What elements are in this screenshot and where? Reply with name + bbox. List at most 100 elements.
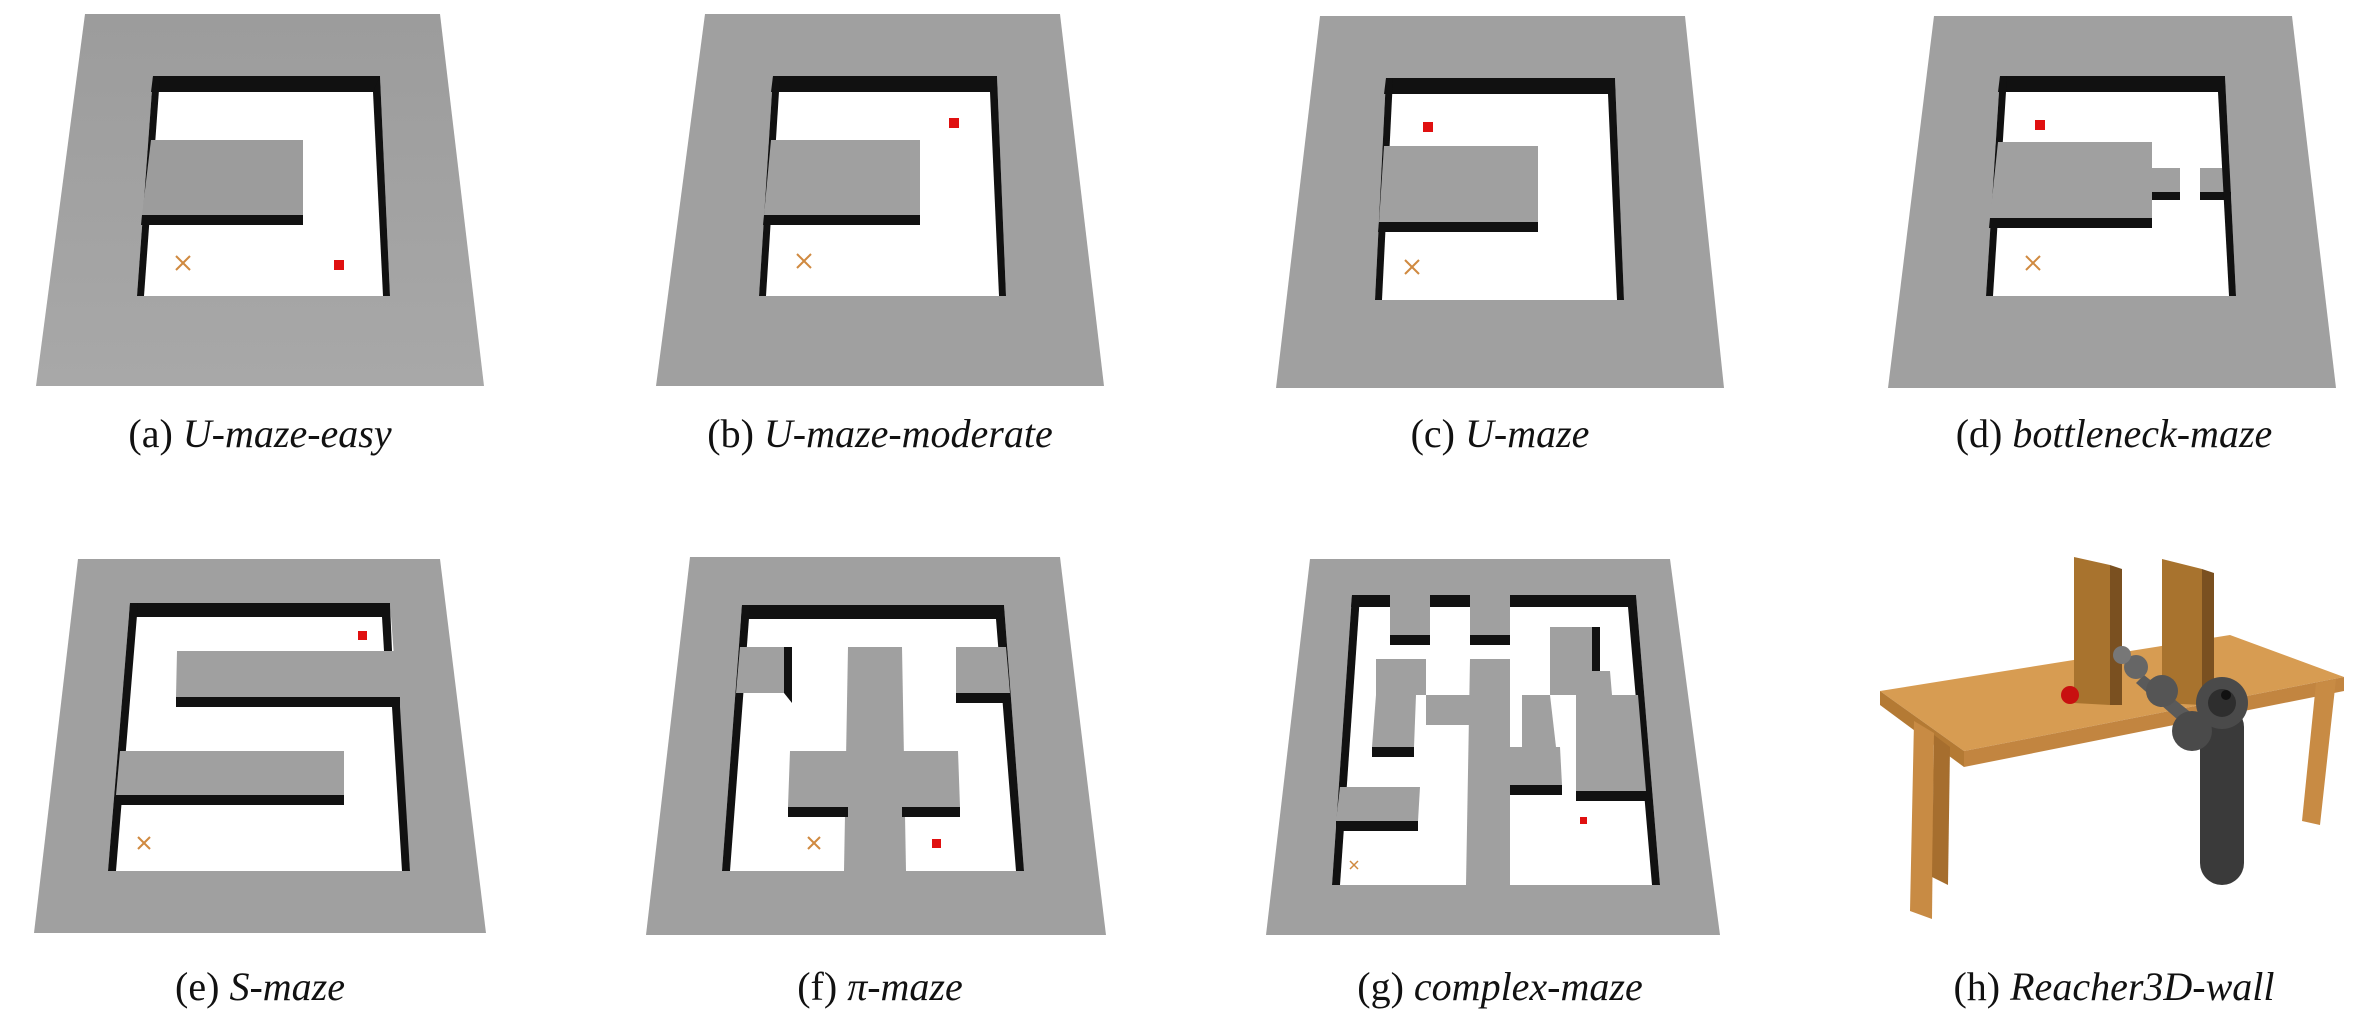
- start-marker-icon: [1349, 860, 1359, 870]
- robot-arm-icon: [2113, 646, 2248, 885]
- wall-shadow: [788, 807, 848, 817]
- caption: (h) Reacher3D-wall: [1874, 963, 2354, 1010]
- wall-shadow: [115, 795, 344, 805]
- wall-shadow: [1998, 76, 2225, 92]
- wall-panel: [2202, 569, 2214, 705]
- start-marker-icon: [137, 836, 151, 850]
- caption-tag: (g): [1357, 964, 1404, 1009]
- maze-wall: [1426, 695, 1510, 725]
- wall-shadow: [1510, 785, 1562, 795]
- wall-shadow: [382, 603, 392, 651]
- panel-a: (a) U-maze-easy: [20, 10, 500, 470]
- wall-shadow: [784, 647, 792, 703]
- caption: (e) S-maze: [20, 963, 500, 1010]
- caption-tag: (f): [797, 964, 838, 1009]
- caption-tag: (h): [1953, 964, 2001, 1009]
- maze-wall: [736, 647, 792, 693]
- wall-shadow: [392, 707, 410, 871]
- maze-wall: [1376, 659, 1426, 695]
- maze-wall: [142, 140, 303, 215]
- wall-shadow: [2152, 192, 2180, 200]
- wall-shadow: [1470, 635, 1510, 645]
- start-marker-icon: [807, 836, 821, 850]
- wall-shadow: [990, 76, 1006, 296]
- table-leg: [2302, 679, 2336, 825]
- wall-shadow: [956, 693, 1011, 703]
- wall-shadow: [1378, 222, 1538, 232]
- maze-image-u-maze-easy: [36, 14, 484, 386]
- maze-wall: [1372, 695, 1416, 747]
- caption-tag: (a): [128, 411, 173, 456]
- maze-image-bottleneck-maze: [1888, 16, 2336, 388]
- panel-b: (b) U-maze-moderate: [640, 10, 1120, 470]
- caption: (a) U-maze-easy: [20, 410, 500, 457]
- wall-shadow: [1576, 791, 1646, 801]
- caption-tag: (e): [175, 964, 220, 1009]
- wall-panel: [2074, 557, 2110, 705]
- caption-name: π-maze: [847, 964, 963, 1009]
- maze-wall: [1466, 659, 1510, 885]
- caption-tag: (c): [1410, 411, 1455, 456]
- target-ball-icon: [2061, 686, 2079, 704]
- table-leg: [1910, 721, 1934, 919]
- wall-shadow: [151, 76, 380, 92]
- panel-g: (g) complex-maze: [1260, 555, 1740, 1015]
- panel-h: (h) Reacher3D-wall: [1874, 555, 2354, 1015]
- caption: (c) U-maze: [1260, 410, 1740, 457]
- wall-panel: [2162, 559, 2202, 705]
- caption-name: U-maze-moderate: [763, 411, 1053, 456]
- panel-e: (e) S-maze: [20, 555, 500, 1015]
- wall-shadow: [2218, 76, 2236, 296]
- maze-wall: [2152, 168, 2180, 192]
- maze-wall: [1550, 671, 1612, 695]
- maze-wall: [788, 751, 960, 807]
- maze-wall: [1470, 595, 1510, 635]
- maze-image-u-maze-moderate: [656, 14, 1104, 386]
- caption: (f) π-maze: [640, 963, 1120, 1010]
- maze-wall: [764, 140, 920, 215]
- start-marker-icon: [796, 253, 812, 269]
- start-marker-icon: [1404, 259, 1420, 275]
- maze-image-pi-maze: [646, 557, 1106, 935]
- maze-wall: [1522, 695, 1556, 747]
- maze-image-u-maze: [1276, 16, 1724, 388]
- wall-shadow: [1390, 635, 1430, 645]
- maze-wall: [956, 647, 1010, 693]
- maze-wall: [1336, 787, 1420, 821]
- maze-floor: [108, 603, 410, 871]
- caption: (d) bottleneck-maze: [1874, 410, 2354, 457]
- start-marker-icon: [175, 255, 191, 271]
- table-leg: [1932, 735, 1950, 885]
- reacher3d-wall-image: [1880, 557, 2344, 919]
- caption-tag: (b): [707, 411, 754, 456]
- wall-shadow: [763, 215, 920, 225]
- goal-marker-icon: [1423, 122, 1433, 132]
- wall-shadow: [741, 605, 1004, 619]
- wall-shadow: [1372, 747, 1414, 757]
- maze-image-complex-maze: [1266, 559, 1720, 935]
- maze-wall: [1510, 747, 1562, 785]
- goal-marker-icon: [949, 118, 959, 128]
- wall-shadow: [1628, 595, 1660, 885]
- panel-d: (d) bottleneck-maze: [1874, 10, 2354, 470]
- wall-shadow: [141, 215, 303, 225]
- wall-shadow: [176, 697, 400, 707]
- goal-marker-icon: [334, 260, 344, 270]
- maze-wall: [176, 651, 400, 697]
- wall-shadow: [1592, 627, 1600, 679]
- caption-name: S-maze: [229, 964, 345, 1009]
- wall-shadow: [771, 76, 997, 92]
- wall-shadow: [1989, 218, 2152, 228]
- wall-shadow: [1336, 821, 1418, 831]
- caption: (g) complex-maze: [1260, 963, 1740, 1010]
- maze-image-s-maze: [34, 559, 486, 933]
- goal-marker-icon: [2035, 120, 2045, 130]
- caption-name: U-maze: [1464, 411, 1590, 456]
- maze-wall: [1990, 142, 2152, 218]
- wall-shadow: [1608, 78, 1624, 300]
- goal-marker-icon: [932, 839, 941, 848]
- caption: (b) U-maze-moderate: [640, 410, 1120, 457]
- wall-shadow: [129, 603, 390, 617]
- wall-panel: [2110, 565, 2122, 705]
- caption-name: Reacher3D-wall: [2010, 964, 2275, 1009]
